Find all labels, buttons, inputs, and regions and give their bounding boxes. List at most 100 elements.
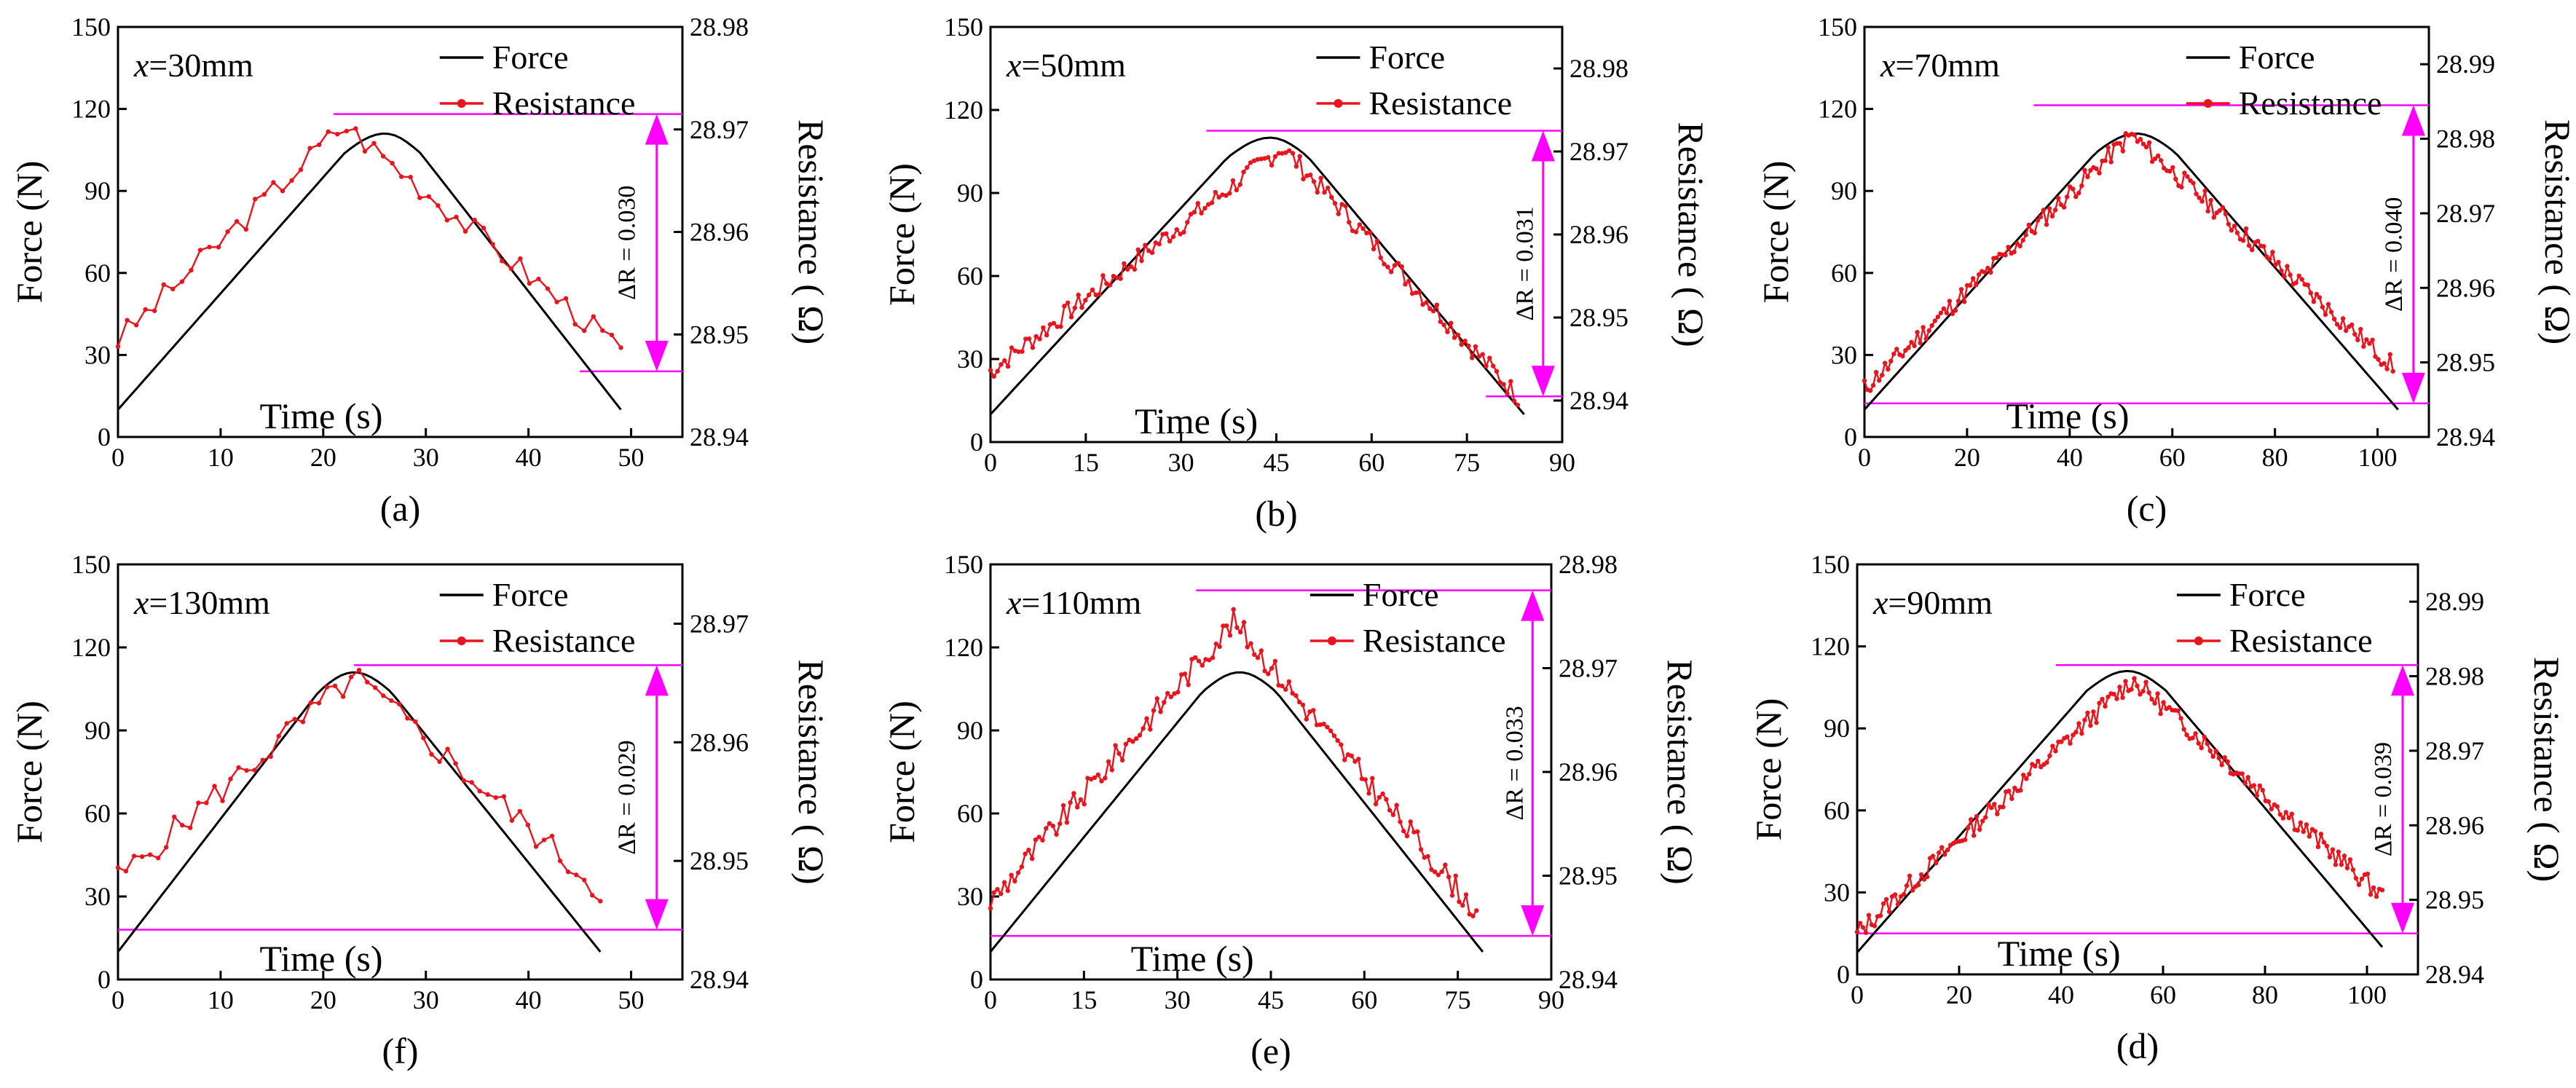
- y-tick-label: 0: [98, 965, 111, 994]
- delta-r-arrow-head-down: [2401, 372, 2425, 403]
- x-tick-label: 90: [1549, 448, 1575, 477]
- delta-r-arrow-head-up: [1521, 590, 1545, 621]
- y2-tick-label: 28.96: [1559, 757, 1618, 787]
- subplot-label: (b): [1255, 493, 1297, 534]
- position-value: =70mm: [1895, 47, 2000, 84]
- panel-e: 0 15 30 45 60 75 90 0 30 60 90 120 150 28.94 28.95 28.9…: [881, 550, 1701, 1071]
- resistance-line: [989, 149, 1519, 406]
- y-tick-label: 30: [84, 340, 111, 369]
- y2-tick-label: 28.99: [2436, 50, 2495, 79]
- force-line: [117, 132, 622, 411]
- y2-tick-label: 28.97: [1559, 654, 1618, 683]
- delta-r-label: ΔR = 0.040: [2381, 197, 2408, 312]
- y-tick-label: 60: [957, 261, 983, 291]
- x-tick-label: 10: [208, 985, 234, 1014]
- x-tick-label: 0: [1851, 980, 1864, 1009]
- y-tick-label: 120: [944, 633, 983, 662]
- y2-tick-label: 28.95: [1569, 303, 1628, 332]
- position-variable: x: [1006, 47, 1022, 84]
- y-tick-label: 30: [957, 344, 983, 374]
- y-tick-label: 150: [944, 550, 983, 579]
- x-tick-label: 30: [1168, 448, 1194, 477]
- x-axis-label: Time (s): [1131, 938, 1254, 979]
- y-tick-label: 90: [957, 178, 983, 208]
- x-tick-label: 80: [2262, 443, 2288, 472]
- position-value: =30mm: [149, 47, 253, 84]
- x-tick-label: 0: [111, 985, 125, 1014]
- y2-axis-label: Resistance ( Ω): [1660, 659, 1701, 884]
- legend-force-label: Force: [1363, 576, 1439, 613]
- y2-tick-label: 28.98: [1559, 550, 1618, 579]
- y2-tick-label: 28.97: [2436, 199, 2495, 228]
- force-line: [1856, 669, 2384, 953]
- x-tick-label: 75: [1445, 985, 1471, 1014]
- legend-force-label: Force: [492, 39, 569, 76]
- x-tick-label: 60: [1351, 985, 1377, 1014]
- y-tick-label: 60: [84, 259, 111, 288]
- delta-r-arrow-head-up: [2401, 105, 2425, 136]
- legend-force-label: Force: [1368, 39, 1445, 76]
- force-line: [989, 136, 1525, 416]
- delta-r-label: ΔR = 0.033: [1502, 706, 1529, 820]
- position-label: x=70mm: [1880, 47, 2000, 84]
- y-axis-label: Force (N): [1748, 698, 1789, 841]
- plot-frame: [1856, 563, 2419, 976]
- legend-force-label: Force: [2239, 39, 2315, 76]
- y-tick-label: 30: [957, 882, 983, 911]
- y2-tick-label: 28.97: [1569, 137, 1628, 166]
- x-tick-label: 45: [1264, 448, 1290, 477]
- x-tick-label: 60: [2159, 443, 2186, 472]
- x-tick-label: 0: [984, 985, 997, 1014]
- y-tick-label: 30: [1831, 340, 1857, 369]
- y-tick-label: 0: [1837, 960, 1850, 989]
- resistance-markers: [1854, 676, 2385, 935]
- subplot-label: (c): [2127, 488, 2167, 529]
- x-tick-label: 20: [1954, 443, 1980, 472]
- y2-tick-label: 28.98: [1569, 54, 1628, 83]
- y2-tick-label: 28.99: [2425, 587, 2484, 616]
- subplot-label: (a): [380, 488, 421, 529]
- y2-tick-label: 28.95: [690, 846, 749, 875]
- y2-tick-label: 28.96: [2436, 273, 2495, 302]
- x-tick-label: 60: [2150, 980, 2176, 1009]
- legend-resistance-label: Resistance: [2239, 84, 2382, 122]
- panel-a: 0 10 20 30 40 50 0 30 60 90 120 150 28.94 28.95 28.96 2…: [9, 12, 832, 529]
- y-axis-label: Force (N): [1755, 161, 1796, 304]
- position-value: =130mm: [149, 584, 270, 621]
- x-tick-label: 10: [208, 443, 234, 472]
- position-variable: x: [1880, 47, 1896, 84]
- x-tick-label: 20: [310, 985, 336, 1014]
- legend-resistance-label: Resistance: [1368, 84, 1512, 122]
- delta-r-arrow-head-down: [645, 340, 669, 371]
- x-tick-label: 0: [111, 443, 125, 472]
- y-tick-label: 60: [1831, 259, 1857, 288]
- resistance-markers: [115, 667, 603, 904]
- panel-c: 0 20 40 60 80 100 0 30 60 90 120 150 28.94 28.95 28.96…: [1755, 12, 2576, 529]
- delta-r-arrow-head-down: [1521, 905, 1545, 937]
- position-label: x=110mm: [1006, 584, 1141, 621]
- x-axis-label: Time (s): [259, 938, 382, 979]
- x-tick-label: 20: [310, 443, 336, 472]
- position-variable: x: [133, 584, 149, 621]
- x-tick-label: 50: [618, 443, 645, 472]
- x-tick-label: 40: [516, 985, 542, 1014]
- resistance-markers: [988, 148, 1521, 408]
- x-tick-label: 15: [1071, 985, 1097, 1014]
- y2-tick-label: 28.96: [690, 218, 749, 247]
- resistance-line: [989, 609, 1478, 918]
- y2-tick-label: 28.95: [690, 320, 749, 349]
- legend-resistance-marker: [2203, 99, 2213, 108]
- position-value: =50mm: [1021, 47, 1126, 84]
- y2-tick-label: 28.95: [1559, 862, 1618, 891]
- y-tick-label: 150: [71, 550, 111, 579]
- y2-tick-label: 28.96: [690, 728, 749, 757]
- delta-r-arrow-head-up: [1531, 130, 1555, 162]
- subplot-label: (f): [382, 1030, 419, 1071]
- y-tick-label: 60: [1824, 796, 1850, 825]
- force-line: [117, 671, 602, 953]
- x-tick-label: 30: [413, 985, 439, 1014]
- y2-tick-label: 28.97: [690, 115, 749, 144]
- y-tick-label: 120: [71, 633, 111, 662]
- y2-tick-label: 28.95: [2436, 348, 2495, 377]
